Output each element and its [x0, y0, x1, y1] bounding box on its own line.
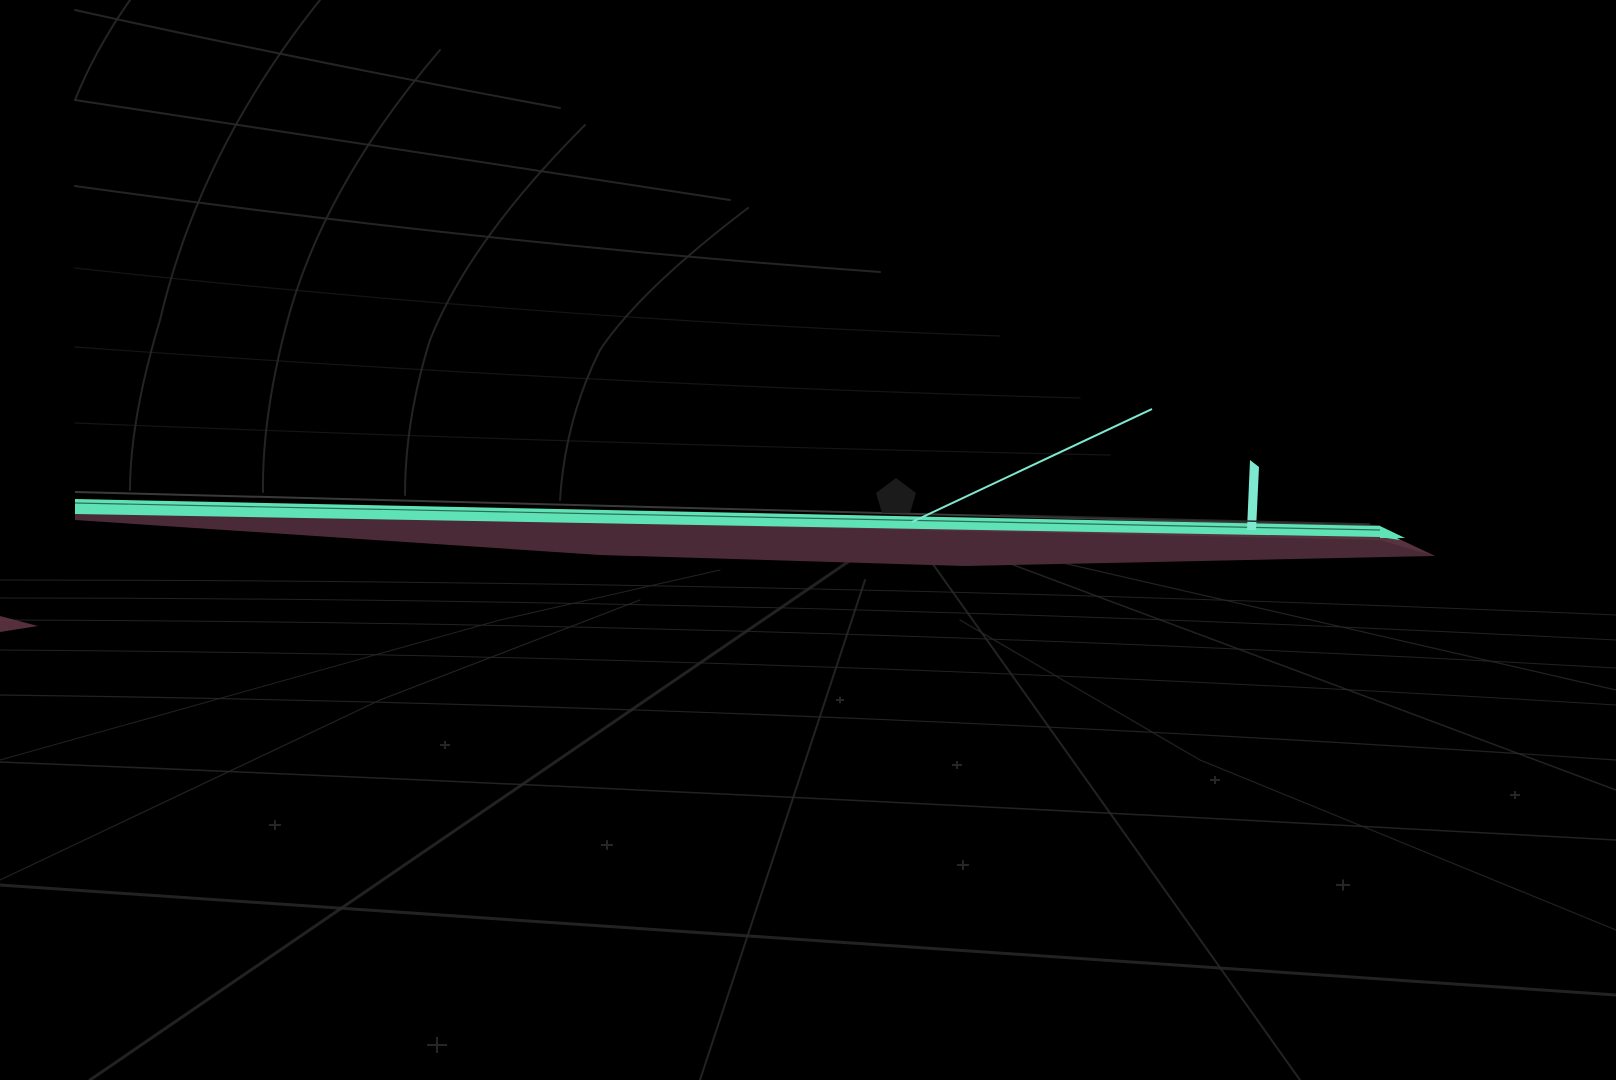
floor-grid [0, 538, 1616, 1080]
curved-wall-grid [74, 0, 1111, 501]
floor-grid-line [0, 649, 1616, 706]
floating-beam[interactable] [74, 408, 1435, 566]
grid-plus-marker [1210, 776, 1220, 784]
floor-grid-line [699, 579, 866, 1080]
floor-grid-line [0, 883, 1616, 997]
floor-grid-line [0, 569, 721, 761]
grid-plus-marker [1336, 879, 1350, 891]
wall-grid-vertical-line [559, 207, 749, 501]
floor-grid-markers [269, 696, 1520, 1053]
grid-plus-marker [1510, 791, 1520, 799]
beam-top-face [75, 499, 1400, 540]
wall-grid-vertical-line [261, 49, 441, 493]
grid-plus-marker [601, 840, 613, 850]
floor-grid-line [88, 538, 882, 1080]
floor-grid-line [1049, 559, 1616, 691]
beam-side-face [75, 505, 1435, 566]
beam-inner-stripe [74, 502, 1381, 531]
floor-grid-line [0, 599, 641, 881]
grid-plus-marker [957, 860, 969, 870]
grid-plus-marker [836, 696, 844, 704]
floor-grid-line [0, 694, 1616, 761]
offscreen-beam-edge [0, 616, 38, 632]
floor-grid-line [999, 559, 1616, 791]
pentagon-marker-icon [876, 478, 916, 513]
grid-plus-marker [440, 741, 450, 749]
grid-plus-marker [952, 761, 962, 769]
beam-arrow-tip [1380, 526, 1405, 538]
floor-grid-line [959, 619, 1616, 931]
floor-grid-line [0, 619, 1616, 669]
beam-vertical-post [1247, 460, 1259, 530]
wall-grid-vertical-line [404, 124, 586, 496]
floor-grid-line [0, 579, 1616, 616]
wall-grid-horizontal-line [74, 422, 1111, 456]
floor-grid-line [0, 761, 1616, 841]
beam-back-edge [74, 491, 1381, 527]
wall-grid-vertical-line [129, 0, 321, 491]
beam-indicator-line [911, 408, 1153, 523]
floor-grid-line [929, 559, 1301, 1080]
floor-grid-line [0, 597, 1616, 641]
wall-grid-vertical-line [74, 0, 131, 101]
wall-grid-horizontal-line [74, 9, 561, 109]
grid-plus-marker [427, 1037, 447, 1053]
wall-grid-horizontal-line [74, 346, 1081, 399]
wall-grid-horizontal-line [74, 267, 1001, 337]
wall-grid-horizontal-line [74, 185, 881, 273]
wall-grid-horizontal-line [74, 99, 731, 201]
beam-sliver-shape [0, 616, 38, 632]
grid-plus-marker [269, 820, 281, 830]
beam-detail-strip [999, 514, 1371, 525]
